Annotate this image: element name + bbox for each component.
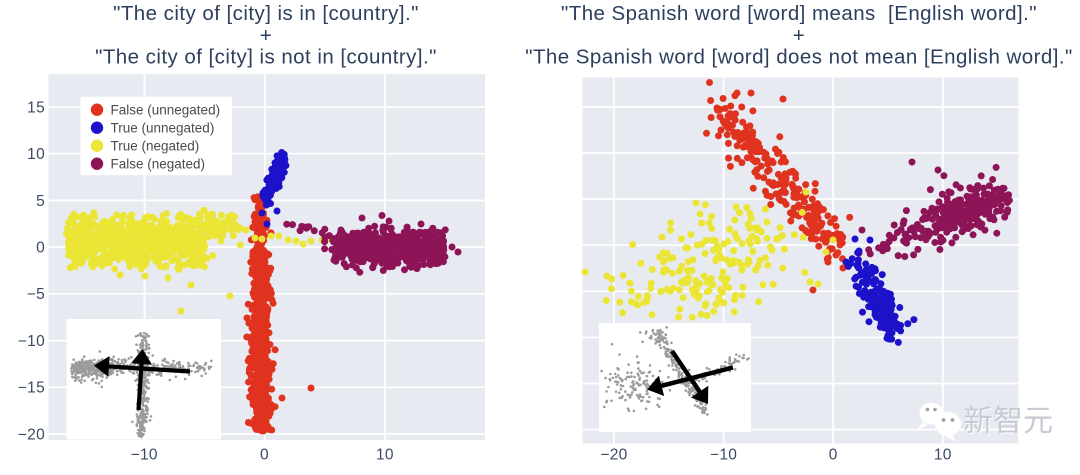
- svg-text:0: 0: [36, 240, 45, 257]
- svg-text:−10: −10: [710, 447, 737, 464]
- svg-text:−10: −10: [18, 333, 45, 350]
- svg-text:新智元: 新智元: [964, 406, 1054, 439]
- svg-text:+: +: [260, 24, 272, 47]
- svg-text:10: 10: [27, 146, 45, 163]
- svg-text:False (unnegated): False (unnegated): [111, 103, 221, 118]
- svg-text:"The city of [city] is in [cou: "The city of [city] is in [country].": [113, 2, 419, 25]
- svg-text:+: +: [793, 24, 805, 47]
- svg-text:新智元: 新智元: [963, 405, 1053, 438]
- svg-text:−10: −10: [131, 447, 158, 464]
- svg-text:True (unnegated): True (unnegated): [111, 121, 215, 136]
- svg-text:10: 10: [934, 447, 952, 464]
- svg-text:True (negated): True (negated): [111, 139, 200, 154]
- svg-text:0: 0: [260, 447, 269, 464]
- svg-text:10: 10: [376, 447, 394, 464]
- svg-text:"The city of [city] is not in: "The city of [city] is not in [country].…: [95, 46, 437, 69]
- svg-text:5: 5: [36, 193, 45, 210]
- svg-text:−5: −5: [27, 286, 45, 303]
- svg-text:15: 15: [27, 99, 45, 116]
- svg-text:"The Spanish word [word] means: "The Spanish word [word] means [English …: [561, 2, 1037, 25]
- svg-text:"The Spanish word [word] does: "The Spanish word [word] does not mean […: [525, 46, 1073, 69]
- svg-text:−20: −20: [18, 426, 45, 443]
- svg-text:−15: −15: [18, 380, 45, 397]
- svg-text:0: 0: [829, 447, 838, 464]
- svg-text:False (negated): False (negated): [111, 157, 206, 172]
- svg-text:−20: −20: [600, 447, 627, 464]
